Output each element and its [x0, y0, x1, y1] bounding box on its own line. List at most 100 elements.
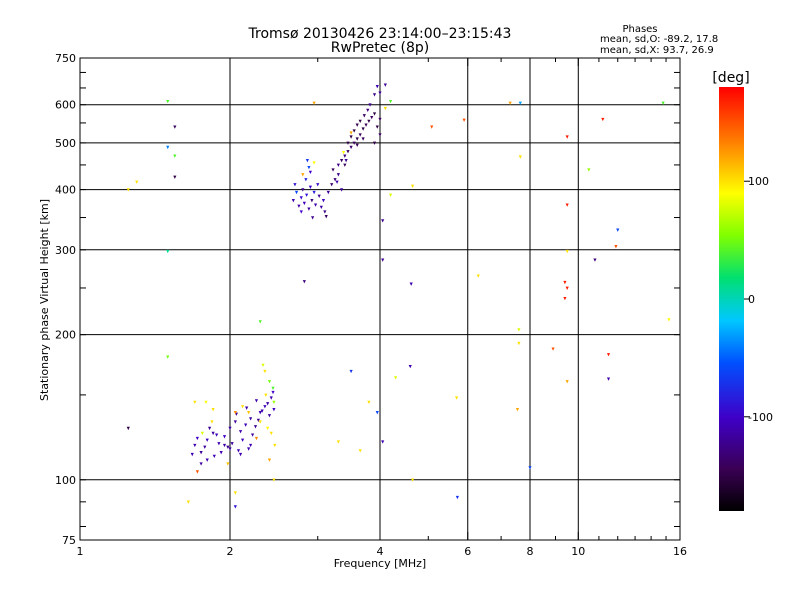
data-point	[247, 447, 251, 451]
data-point	[304, 178, 308, 182]
data-point	[317, 194, 321, 198]
data-point	[340, 188, 344, 192]
data-point	[381, 440, 385, 444]
data-point	[254, 399, 259, 403]
data-point	[430, 125, 434, 129]
data-point	[330, 183, 334, 187]
data-point	[358, 133, 362, 137]
data-point	[331, 168, 335, 172]
data-point	[266, 402, 270, 406]
data-point	[261, 363, 265, 368]
data-point	[249, 417, 253, 421]
grid-lines	[80, 58, 680, 540]
data-point	[166, 99, 170, 104]
data-point	[367, 400, 371, 405]
x-tick-label: 1	[77, 545, 84, 558]
data-point	[263, 369, 267, 374]
data-point	[551, 347, 555, 351]
data-point	[293, 183, 297, 187]
colorbar-gradient	[719, 87, 744, 511]
data-point	[211, 408, 215, 412]
data-point	[222, 443, 227, 448]
data-point	[271, 390, 275, 395]
data-point	[244, 423, 248, 427]
data-point	[267, 380, 272, 384]
data-point	[388, 193, 393, 197]
data-point	[375, 411, 379, 415]
data-point	[249, 443, 253, 448]
data-point	[352, 141, 356, 145]
data-point	[361, 137, 365, 141]
axes: 1 2 4 6 8 10 16 75 100 200 300 400 500 600 750	[55, 52, 687, 558]
data-point	[343, 154, 347, 158]
data-point	[305, 193, 309, 197]
data-point	[378, 133, 382, 137]
data-point	[515, 408, 520, 412]
data-point	[528, 466, 532, 470]
data-point	[455, 495, 460, 500]
data-point	[205, 438, 209, 442]
chart-title: Tromsø 20130426 23:14:00–23:15:43	[248, 26, 512, 42]
data-point	[228, 447, 232, 451]
y-tick-label: 200	[55, 329, 76, 342]
colorbar-label: [deg]	[712, 70, 749, 86]
data-point	[349, 145, 353, 150]
data-point	[233, 411, 237, 415]
data-point	[199, 462, 203, 466]
data-point	[193, 400, 197, 405]
data-point	[256, 418, 260, 423]
data-point	[230, 442, 234, 446]
data-point	[200, 431, 204, 436]
data-point	[250, 433, 255, 437]
x-axis-label: Frequency [MHz]	[334, 557, 426, 570]
data-point	[312, 190, 316, 195]
data-point	[211, 431, 215, 436]
data-point	[204, 400, 208, 405]
data-point	[186, 500, 190, 504]
data-point	[349, 369, 353, 374]
data-point	[173, 175, 177, 179]
data-point	[212, 454, 216, 459]
data-point	[455, 396, 459, 400]
data-point	[383, 83, 387, 87]
data-point	[241, 438, 245, 442]
data-points	[126, 83, 671, 509]
data-point	[312, 161, 316, 165]
data-point	[346, 150, 350, 154]
data-point	[616, 228, 620, 232]
data-point	[661, 101, 665, 105]
data-point	[340, 159, 344, 163]
data-point	[311, 216, 315, 220]
data-point	[299, 196, 303, 200]
data-point	[517, 328, 521, 332]
data-point	[333, 178, 337, 182]
data-point	[408, 364, 412, 369]
data-point	[563, 296, 567, 301]
data-point	[368, 103, 372, 107]
data-point	[238, 452, 243, 457]
data-point	[355, 123, 359, 127]
data-point	[210, 420, 214, 424]
data-point	[349, 135, 353, 139]
data-point	[409, 282, 413, 286]
data-point	[294, 190, 299, 195]
data-point	[343, 163, 347, 167]
data-point	[233, 505, 237, 509]
x-tick-label: 16	[673, 545, 687, 558]
data-point	[606, 353, 611, 357]
data-point	[378, 117, 382, 122]
data-point	[299, 210, 303, 214]
phase-colorbar: [deg] 100 0 -100	[712, 70, 773, 511]
data-point	[341, 150, 346, 155]
data-point	[565, 135, 569, 139]
data-point	[372, 93, 377, 97]
data-point	[323, 210, 327, 214]
data-point	[518, 155, 522, 159]
data-point	[517, 341, 521, 346]
data-point	[297, 204, 301, 208]
y-axis-label: Stationary phase Virtual Height [km]	[38, 199, 51, 401]
y-tick-label: 750	[55, 52, 76, 65]
data-point	[226, 462, 230, 466]
data-point	[173, 125, 177, 129]
y-tick-label: 300	[55, 244, 76, 257]
